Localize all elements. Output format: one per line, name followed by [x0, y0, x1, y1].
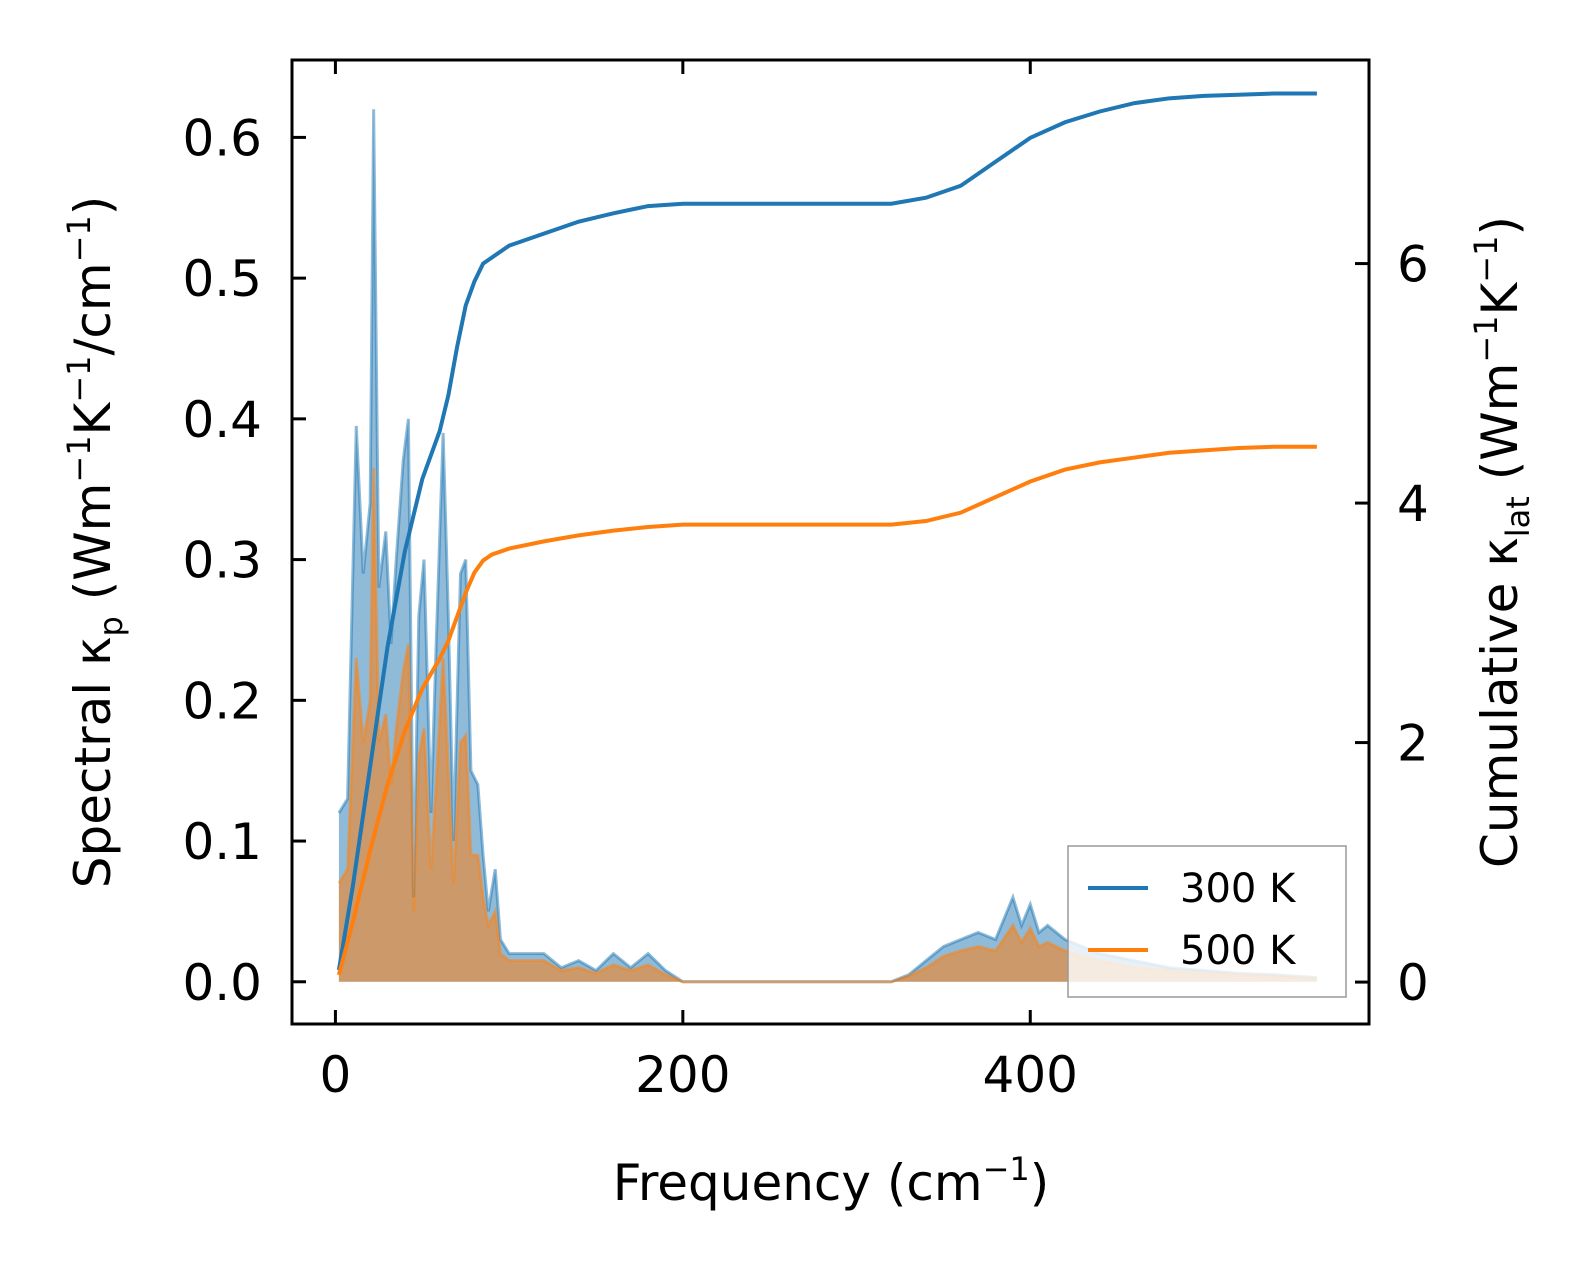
y-left-tick-label: 0.3	[182, 532, 262, 590]
spectral-area-500k	[338, 468, 1317, 982]
y-left-tick-label: 0.1	[182, 813, 262, 871]
x-tick-label: 400	[983, 1046, 1078, 1104]
x-tick-label: 0	[320, 1046, 352, 1104]
y-left-tick-label: 0.2	[182, 672, 262, 730]
cumulative-line-300k	[336, 91, 1317, 971]
axis-ticks	[292, 60, 1369, 1024]
x-axis-label: Frequency (cm−1)	[613, 1150, 1050, 1212]
spectral-fills	[338, 109, 1317, 982]
y-axis-left-label: Spectral κp (Wm−1K−1/cm−1)	[60, 196, 130, 889]
legend-label-300k: 300 K	[1180, 866, 1297, 912]
y-right-tick-label: 0	[1397, 954, 1429, 1012]
x-tick-label: 200	[635, 1046, 730, 1104]
y-left-tick-label: 0.0	[182, 954, 262, 1012]
spectral-line-300k	[337, 109, 1317, 984]
y-right-tick-label: 2	[1397, 715, 1429, 773]
spectral-line-500k	[337, 468, 1317, 984]
y-right-tick-label: 6	[1397, 236, 1429, 294]
legend: 300 K 500 K	[1067, 845, 1347, 998]
y-left-tick-label: 0.4	[182, 391, 262, 449]
y-left-tick-label: 0.6	[182, 109, 262, 167]
legend-box	[1067, 845, 1347, 998]
plot-frame	[290, 58, 1371, 1026]
y-axis-right-label: Cumulative κlat (Wm−1K−1)	[1467, 216, 1537, 868]
y-left-tick-label: 0.5	[182, 250, 262, 308]
y-right-tick-label: 4	[1397, 475, 1429, 533]
cumulative-lines	[336, 91, 1317, 976]
cumulative-line-500k	[336, 444, 1317, 976]
legend-label-500k: 500 K	[1180, 928, 1297, 974]
spectral-lines	[337, 109, 1317, 984]
axis-tick-labels: 0 200 400 0.0 0.1 0.2 0.3 0.4 0.5 0.6 0 2 4 6	[182, 109, 1428, 1104]
